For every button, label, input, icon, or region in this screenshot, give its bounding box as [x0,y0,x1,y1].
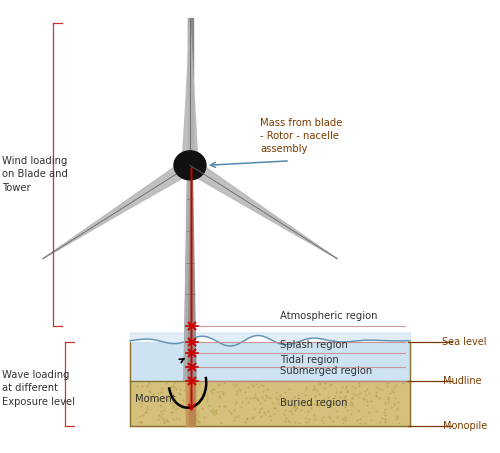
Text: Tidal region: Tidal region [280,355,339,365]
Circle shape [174,151,206,180]
Text: Mass from blade
- Rotor - nacelle
assembly: Mass from blade - Rotor - nacelle assemb… [260,118,342,154]
Text: Monopile: Monopile [442,421,487,431]
Bar [188,18,189,154]
Bar [130,381,410,426]
Bar [186,381,188,426]
Text: Sea level: Sea level [442,337,487,347]
Text: Submerged region: Submerged region [280,366,372,376]
Text: Wave loading
at different
Exposure level: Wave loading at different Exposure level [2,370,76,407]
Bar [130,342,410,381]
Polygon shape [182,20,198,165]
Text: Moment: Moment [135,394,175,404]
Polygon shape [42,159,194,259]
Bar [188,18,192,154]
Polygon shape [184,179,196,381]
Text: Buried region: Buried region [280,398,347,408]
Bar [186,381,194,426]
Text: Mudline: Mudline [442,376,481,386]
Polygon shape [186,159,338,259]
Text: Splash region: Splash region [280,340,348,350]
Text: Wind loading
on Blade and
Tower: Wind loading on Blade and Tower [2,156,68,193]
Polygon shape [184,179,190,381]
Text: Atmospheric region: Atmospheric region [280,311,378,321]
